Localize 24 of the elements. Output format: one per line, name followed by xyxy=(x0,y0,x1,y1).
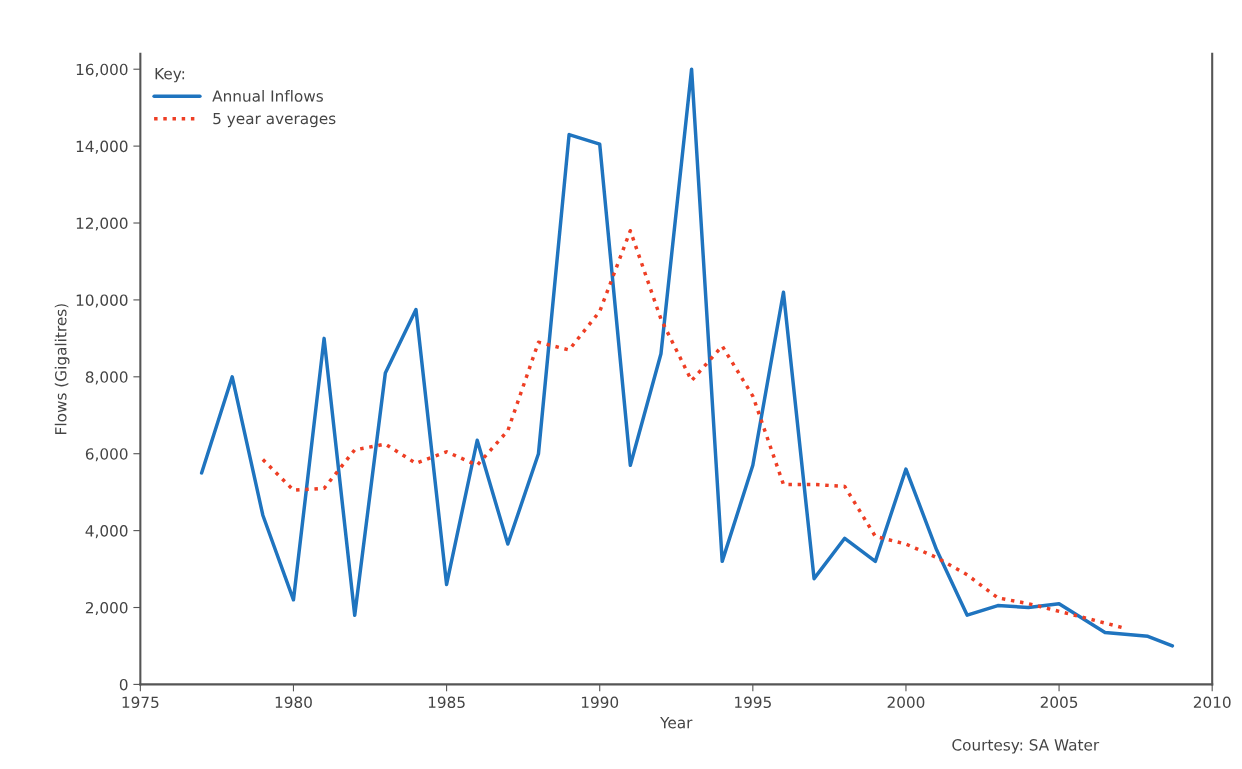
legend-title: Key: xyxy=(155,68,185,83)
y-tick-label: 10,000 xyxy=(76,294,128,308)
text: Courtesy: SA Water xyxy=(952,739,1100,754)
y-tick-label: 0 xyxy=(119,678,128,691)
x-tick-label: 1975 xyxy=(122,696,159,709)
y-tick-label: 6,000 xyxy=(85,448,128,462)
line-series xyxy=(199,67,1175,648)
legend-label: Annual Inflows xyxy=(212,90,323,102)
y-tick-label: 2,000 xyxy=(85,601,128,616)
y-tick-label: 8,000 xyxy=(85,371,128,385)
y-tick-label: 16,000 xyxy=(76,63,128,77)
legend-label: 5 year averages xyxy=(213,112,336,128)
y-tick-label: 14,000 xyxy=(76,140,128,154)
x-tick-label: 2005 xyxy=(1040,696,1078,709)
x-axis-title: Year xyxy=(660,717,693,729)
x-tick-label: 2010 xyxy=(1193,696,1231,709)
y-axis-title: Flows (Gigalitres) xyxy=(54,304,70,434)
y-tick-label: 12,000 xyxy=(76,217,128,231)
x-tick-label: 1980 xyxy=(275,696,312,709)
x-tick-label: 1985 xyxy=(428,696,465,709)
x-tick-label: 1995 xyxy=(735,696,771,709)
x-tick-label: 2000 xyxy=(887,696,925,709)
y-tick-label: 4,000 xyxy=(85,525,128,539)
x-tick-label: 1990 xyxy=(581,696,619,709)
